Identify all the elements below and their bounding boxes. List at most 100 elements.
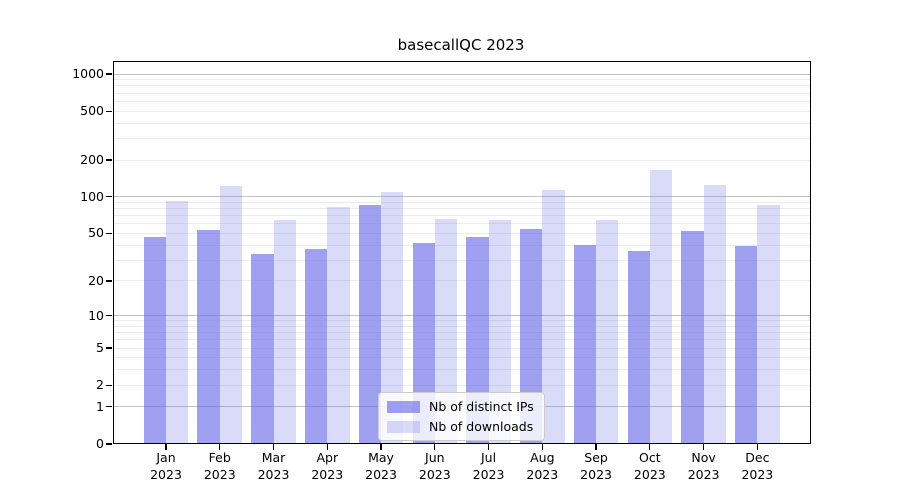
bar-downloads-jul bbox=[488, 219, 511, 444]
y-tick-500 bbox=[106, 110, 112, 112]
x-tick-label-feb: Feb 2023 bbox=[180, 450, 260, 483]
y-tick-20 bbox=[106, 280, 112, 282]
gridline-2 bbox=[112, 384, 811, 386]
month-label: May bbox=[368, 450, 394, 465]
gridline-60 bbox=[112, 223, 811, 225]
x-tick-sep bbox=[595, 444, 597, 450]
gridline-9 bbox=[112, 320, 811, 322]
y-tick-label-1: 1 bbox=[96, 398, 104, 414]
bar-downloads-nov bbox=[703, 185, 726, 444]
year-label: 2023 bbox=[526, 466, 559, 482]
bar-downloads-may bbox=[381, 191, 404, 444]
x-tick-feb bbox=[219, 444, 221, 450]
gridline-40 bbox=[112, 244, 811, 246]
bar-distinct-ips-nov bbox=[681, 231, 704, 444]
y-tick-50 bbox=[106, 232, 112, 235]
legend-label-downloads: Nb of downloads bbox=[429, 419, 534, 434]
y-tick-10 bbox=[106, 314, 112, 317]
y-tick-label-200: 200 bbox=[80, 152, 104, 168]
gridline-6 bbox=[112, 339, 811, 341]
gridline-100 bbox=[112, 196, 811, 198]
x-tick-label-aug: Aug 2023 bbox=[502, 450, 582, 483]
bar-downloads-dec bbox=[757, 205, 780, 444]
bar-distinct-ips-oct bbox=[627, 250, 650, 444]
gridline-800 bbox=[112, 85, 811, 87]
y-tick-100 bbox=[106, 196, 112, 198]
year-label: 2023 bbox=[472, 466, 505, 482]
y-tick-1 bbox=[106, 406, 112, 408]
x-tick-label-may: May 2023 bbox=[341, 450, 421, 483]
month-label: Jun bbox=[425, 450, 445, 465]
bar-downloads-oct bbox=[649, 170, 673, 444]
bar-distinct-ips-apr bbox=[304, 249, 328, 444]
month-label: Oct bbox=[639, 450, 661, 465]
x-tick-mar bbox=[272, 444, 275, 450]
year-label: 2023 bbox=[257, 466, 290, 482]
gridline-3 bbox=[112, 369, 811, 371]
x-tick-jun bbox=[434, 444, 436, 450]
year-label: 2023 bbox=[365, 466, 397, 482]
bar-distinct-ips-feb bbox=[197, 230, 220, 444]
year-label: 2023 bbox=[203, 466, 236, 482]
year-label: 2023 bbox=[150, 466, 182, 482]
bar-distinct-ips-dec bbox=[735, 246, 758, 444]
month-label: Mar bbox=[261, 450, 286, 465]
gridline-30 bbox=[112, 259, 811, 261]
x-tick-oct bbox=[649, 444, 651, 450]
x-tick-nov bbox=[703, 444, 705, 450]
y-tick-label-100: 100 bbox=[80, 188, 104, 204]
legend-swatch-downloads bbox=[387, 420, 420, 433]
x-tick-label-jul: Jul 2023 bbox=[449, 450, 529, 483]
x-tick-may bbox=[380, 444, 382, 450]
gridline-10 bbox=[112, 315, 811, 317]
gridline-900 bbox=[112, 79, 811, 81]
y-tick-label-20: 20 bbox=[88, 272, 104, 288]
y-tick-200 bbox=[106, 159, 112, 161]
y-tick-label-5: 5 bbox=[96, 340, 104, 356]
gridline-5 bbox=[112, 347, 811, 349]
month-label: Nov bbox=[691, 450, 716, 465]
gridline-8 bbox=[112, 325, 811, 327]
gridline-500 bbox=[112, 110, 811, 112]
legend-item-downloads: Nb of downloads bbox=[387, 419, 534, 434]
gridline-1000 bbox=[112, 73, 811, 75]
x-tick-label-mar: Mar 2023 bbox=[234, 450, 314, 483]
x-tick-label-sep: Sep 2023 bbox=[556, 450, 636, 483]
month-label: Jan bbox=[156, 450, 176, 465]
bar-distinct-ips-aug bbox=[520, 229, 543, 444]
month-label: Sep bbox=[584, 450, 608, 465]
year-label: 2023 bbox=[580, 466, 612, 482]
month-label: Apr bbox=[316, 450, 339, 465]
x-tick-label-dec: Dec 2023 bbox=[717, 450, 797, 483]
gridline-20 bbox=[112, 280, 811, 282]
x-tick-jan bbox=[165, 444, 167, 450]
legend: Nb of distinct IPs Nb of downloads bbox=[378, 392, 545, 441]
x-tick-label-oct: Oct 2023 bbox=[610, 450, 690, 483]
y-tick-label-2: 2 bbox=[96, 377, 104, 393]
y-tick-label-1000: 1000 bbox=[72, 66, 104, 82]
x-tick-label-jan: Jan 2023 bbox=[126, 450, 206, 483]
gridline-300 bbox=[112, 137, 811, 139]
month-label: Feb bbox=[208, 450, 231, 465]
bar-distinct-ips-mar bbox=[251, 253, 274, 444]
gridline-90 bbox=[112, 201, 811, 203]
gridline-80 bbox=[112, 208, 811, 210]
gridline-70 bbox=[112, 215, 811, 217]
year-label: 2023 bbox=[311, 466, 344, 482]
gridline-4 bbox=[112, 357, 811, 359]
year-label: 2023 bbox=[418, 466, 451, 482]
bar-downloads-feb bbox=[219, 185, 243, 444]
gridline-50 bbox=[112, 232, 811, 234]
plot-area bbox=[112, 61, 811, 444]
y-tick-0 bbox=[106, 443, 112, 445]
x-tick-jul bbox=[487, 444, 490, 450]
chart-title: basecallQC 2023 bbox=[397, 36, 525, 54]
y-tick-1000 bbox=[106, 73, 112, 75]
month-label: Aug bbox=[530, 450, 555, 465]
y-tick-label-10: 10 bbox=[88, 307, 104, 323]
year-label: 2023 bbox=[633, 466, 666, 482]
bar-distinct-ips-sep bbox=[573, 245, 597, 444]
y-tick-2 bbox=[106, 384, 112, 386]
x-tick-label-jun: Jun 2023 bbox=[395, 450, 475, 483]
